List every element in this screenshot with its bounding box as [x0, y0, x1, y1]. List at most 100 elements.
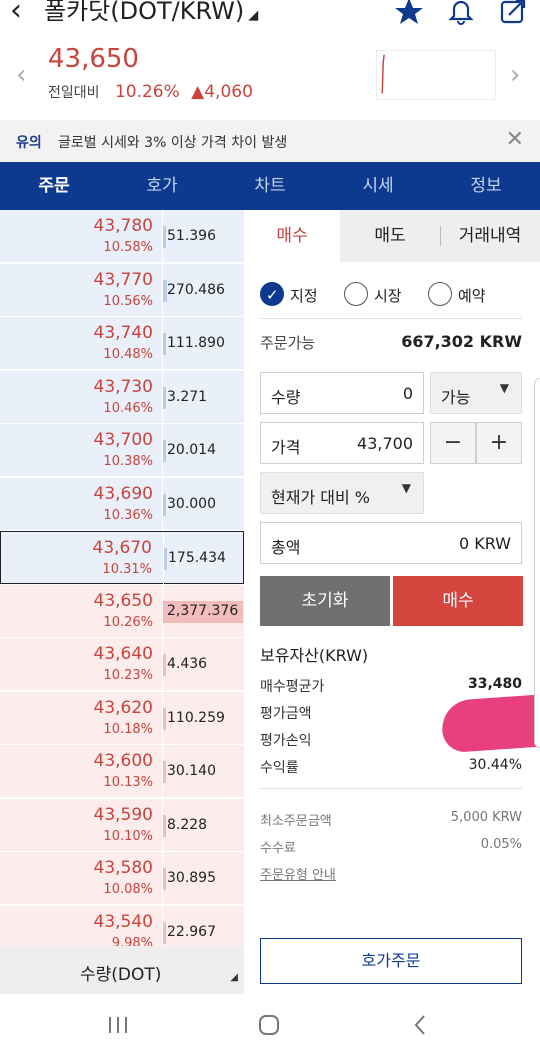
orderbook-row[interactable]: 43,620 10.18% 110.259	[0, 692, 244, 745]
price-percent-dropdown[interactable]: 현재가 대비 % ▼	[260, 472, 424, 514]
tab-sell-label: 매도	[374, 226, 406, 246]
tab-buy[interactable]: 매수	[244, 210, 340, 262]
orderbook-quantity: 20.014	[167, 442, 216, 458]
orderbook-row[interactable]: 43,780 10.58% 51.396	[0, 210, 244, 263]
orderbook-percent: 10.58%	[103, 240, 153, 255]
order-type-guide-link[interactable]: 주문유형 안내	[260, 868, 336, 883]
orderbook-row[interactable]: 43,730 10.46% 3.271	[0, 371, 244, 424]
orderbook-quantity: 51.396	[167, 228, 216, 244]
price-value: 43,700	[357, 434, 413, 453]
price-label: 가격	[271, 438, 301, 457]
chevron-left-icon[interactable]: ‹	[10, 0, 22, 28]
orderbook-row[interactable]: 43,770 10.56% 270.486	[0, 264, 244, 317]
quantity-dropdown[interactable]: 가능 ▼	[430, 372, 522, 414]
system-navigation-bar	[0, 994, 540, 1056]
orderbook-volume-bar	[163, 601, 243, 623]
tab-info[interactable]: 정보	[432, 162, 540, 210]
coin-title-text: 폴카닷(DOT/KRW)	[44, 0, 245, 25]
orderbook-quantity: 270.486	[167, 282, 225, 298]
recent-apps-icon[interactable]	[105, 1012, 131, 1038]
prev-coin-icon[interactable]: ‹	[16, 60, 27, 90]
tab-orderbook-label: 호가	[146, 176, 178, 196]
orderbook-price: 43,580	[93, 858, 153, 878]
available-label: 주문가능	[260, 334, 316, 352]
radio-limit-label: 지정	[290, 287, 318, 305]
buy-label: 매수	[442, 591, 474, 611]
orderbook-column-divider	[162, 799, 163, 852]
tab-sell[interactable]: 매도	[340, 210, 440, 262]
orderbook-row[interactable]: 43,740 10.48% 111.890	[0, 317, 244, 370]
price-minus-button[interactable]: −	[430, 422, 476, 464]
orderbook-quantity: 3.271	[167, 389, 208, 405]
buy-button[interactable]: 매수	[393, 576, 523, 626]
orderbook-row[interactable]: 43,590 10.10% 8.228	[0, 799, 244, 852]
change-label: 전일대비	[48, 85, 100, 101]
radio-checked-icon: ✓	[260, 282, 284, 306]
orderbook-percent: 10.26%	[103, 615, 153, 630]
price-plus-button[interactable]: +	[476, 422, 522, 464]
orderbook-price: 43,700	[93, 430, 153, 450]
radio-unchecked-icon	[344, 282, 368, 306]
quantity-unit-selector[interactable]: 수량(DOT) ◢	[0, 946, 244, 994]
home-icon[interactable]	[256, 1012, 282, 1038]
notice-text: 글로벌 시세와 3% 이상 가격 차이 발생	[58, 135, 288, 151]
next-coin-icon[interactable]: ›	[510, 60, 521, 90]
star-icon[interactable]	[392, 0, 426, 28]
orderbook-row[interactable]: 43,670 10.31% 175.434	[0, 531, 244, 585]
coin-title[interactable]: 폴카닷(DOT/KRW) ◢	[44, 0, 258, 33]
total-field[interactable]: 총액 0 KRW	[260, 522, 522, 564]
orderbook-percent: 10.23%	[103, 668, 153, 683]
back-icon[interactable]	[408, 1012, 434, 1038]
orderbook-row[interactable]: 43,580 10.08% 30.895	[0, 852, 244, 905]
tab-market[interactable]: 시세	[324, 162, 432, 210]
orderbook-column-divider	[162, 210, 163, 263]
total-value: 0 KRW	[458, 534, 511, 553]
tab-orderbook[interactable]: 호가◢	[108, 162, 216, 221]
orderbook-row[interactable]: 43,690 10.36% 30.000	[0, 478, 244, 531]
avg-price-value: 33,480	[467, 676, 522, 692]
orderbook-percent: 10.18%	[103, 722, 153, 737]
orderbook-volume-bar	[163, 440, 166, 462]
close-icon[interactable]: ✕	[505, 127, 524, 152]
reset-button[interactable]: 초기화	[260, 576, 390, 626]
orderbook-column-divider	[162, 371, 163, 424]
orderbook-percent: 10.56%	[103, 294, 153, 309]
orderbook-price: 43,670	[92, 538, 152, 558]
orderbook-order-button[interactable]: 호가주문	[260, 938, 522, 984]
min-order-label: 최소주문금액	[260, 814, 332, 829]
main-tabs: 주문◢ 호가◢ 차트 시세 정보	[0, 162, 540, 221]
side-drawer-handle[interactable]	[534, 378, 540, 748]
price-field[interactable]: 가격 43,700	[260, 422, 424, 464]
orderbook-column-divider	[162, 424, 163, 477]
available-value: 667,302 KRW	[401, 332, 522, 351]
orderbook-row[interactable]: 43,640 10.23% 4.436	[0, 638, 244, 691]
orderbook-row[interactable]: 43,700 10.38% 20.014	[0, 424, 244, 477]
tab-order[interactable]: 주문◢	[0, 162, 108, 221]
change-percent: 10.26%	[114, 82, 180, 102]
orderbook-column-divider	[162, 317, 163, 370]
orderbook-column-divider	[162, 585, 163, 638]
share-icon[interactable]	[496, 0, 530, 28]
orderbook-volume-bar	[163, 922, 166, 944]
orderbook-column-divider	[162, 692, 163, 745]
tab-history[interactable]: 거래내역	[440, 210, 540, 262]
price-summary: ‹ 43,650 전일대비 10.26% ▲4,060 ›	[0, 36, 540, 118]
bell-icon[interactable]	[444, 0, 478, 28]
orderbook-row[interactable]: 43,600 10.13% 30.140	[0, 745, 244, 798]
orderbook-row[interactable]: 43,650 10.26% 2,377.376	[0, 585, 244, 638]
quantity-field[interactable]: 수량 0	[260, 372, 424, 414]
orderbook-price: 43,540	[93, 912, 153, 932]
orderbook-price: 43,690	[93, 484, 153, 504]
price-gap-notice: 유의 글로벌 시세와 3% 이상 가격 차이 발생 ✕	[0, 120, 540, 162]
orderbook-percent: 10.36%	[103, 508, 153, 523]
orderbook-percent: 10.08%	[103, 882, 153, 897]
tab-chart[interactable]: 차트	[216, 162, 324, 210]
orderbook-percent: 10.46%	[103, 401, 153, 416]
tab-history-label: 거래내역	[458, 226, 522, 246]
orderbook-price: 43,730	[93, 377, 153, 397]
orderbook-quantity: 110.259	[167, 710, 225, 726]
change-row: 전일대비 10.26% ▲4,060	[48, 82, 253, 102]
return-value: 30.44%	[468, 757, 522, 773]
orderbook-quantity: 111.890	[167, 335, 225, 351]
orderbook-column-divider	[162, 264, 163, 317]
